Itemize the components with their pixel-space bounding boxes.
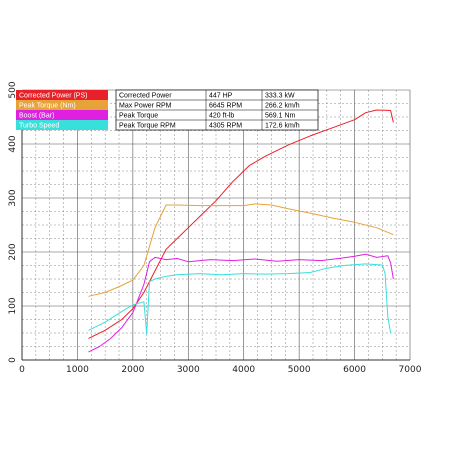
series-line [88,109,394,339]
stats-table: Corrected Power 447 HP 333.3 kW Max Power R… [115,89,319,131]
legend-swatch [16,110,108,120]
legend: Corrected Power (PS) Peak Torque (Nm) Boos… [16,90,108,130]
x-tick-label: 3000 [177,365,200,375]
legend-label: Corrected Power (PS) [19,93,87,100]
legend-label: Peak Torque (Nm) [19,103,76,110]
x-tick-label: 2000 [121,365,144,375]
x-tick-label: 1000 [66,365,89,375]
data-series [88,109,394,353]
stats-cell: 266.2 km/h [265,103,300,110]
y-tick-label: 400 [8,135,18,152]
stats-cell: Peak Torque RPM [119,123,176,130]
legend-label: Turbo Speed [19,123,59,130]
series-line [88,203,394,297]
y-tick-label: 300 [8,189,18,206]
stats-cell: 172.6 km/h [265,123,300,130]
x-tick-label: 6000 [343,365,366,375]
x-tick-label: 0 [19,365,25,375]
stats-cell: 569.1 Nm [265,113,296,120]
series-line [88,263,392,335]
stats-cell: 420 ft-lb [209,113,234,120]
stats-cell: 4305 RPM [209,123,242,130]
plot-grid [21,89,411,361]
x-tick-label: 4000 [232,365,255,375]
stats-cell: 6645 RPM [209,103,242,110]
legend-label: Boost (Bar) [19,113,54,120]
x-tick-label: 7000 [399,365,422,375]
plot-axes [21,90,410,361]
tick-labels: 0 1000 2000 3000 4000 5000 6000 7000 0 100 200 300 4… [8,81,422,375]
y-tick-label: 500 [8,81,18,98]
legend-swatch [16,90,108,100]
stats-cell: Corrected Power [119,93,172,100]
x-tick-label: 5000 [288,365,311,375]
y-tick-label: 200 [8,243,18,260]
series-line [88,253,394,353]
legend-swatch [16,120,108,130]
stats-cell: Max Power RPM [119,103,172,110]
y-tick-label: 100 [8,297,18,314]
stats-cell: Peak Torque [119,113,158,120]
stats-cell: 447 HP [209,93,233,100]
stats-cell: 333.3 kW [265,93,295,100]
legend-swatch [16,100,108,110]
y-tick-label: 0 [8,357,18,363]
